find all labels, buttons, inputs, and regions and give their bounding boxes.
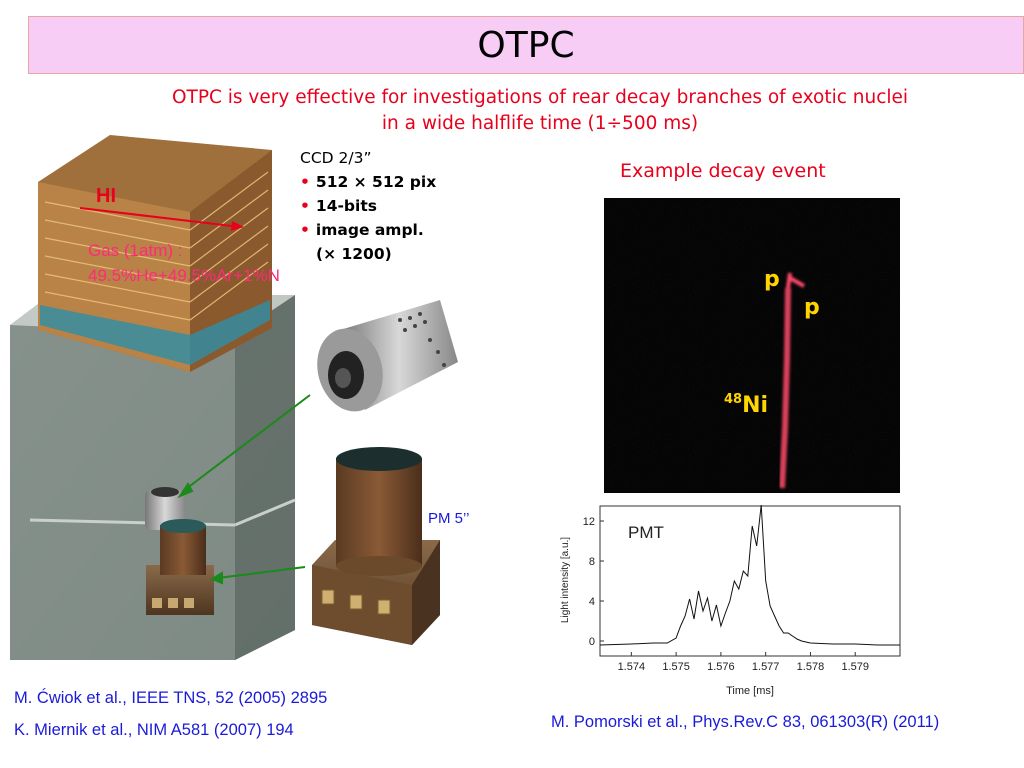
y-tick-label: 8 <box>589 556 595 568</box>
x-tick-label: 1.574 <box>618 661 646 673</box>
x-tick-label: 1.576 <box>707 661 735 673</box>
pmt-chart: PMT 0 4 8 12 1.574 1.575 1.576 1.577 1.578 1.579… <box>560 504 901 697</box>
x-tick-label: 1.579 <box>841 661 869 673</box>
ni48-symbol: Ni <box>742 393 768 418</box>
title-bar: OTPC <box>28 16 1024 74</box>
ccd-bullet: • image ampl. <box>300 221 424 239</box>
x-tick-label: 1.575 <box>662 661 690 673</box>
x-tick-label: 1.577 <box>752 661 780 673</box>
x-axis-label: Time [ms] <box>726 685 774 697</box>
ccd-spec-list: CCD 2/3” • 512 × 512 pix • 14-bits • image … <box>300 146 436 266</box>
x-axis: 1.574 1.575 1.576 1.577 1.578 1.579 <box>618 652 869 673</box>
subtitle: OTPC is very effective for investigation… <box>80 85 1000 137</box>
x-tick-label: 1.578 <box>797 661 825 673</box>
ni48-mass-number: 48 <box>724 392 742 407</box>
y-axis: 0 4 8 12 <box>583 516 604 648</box>
page-title: OTPC <box>477 24 575 66</box>
green-arrows <box>177 394 311 585</box>
ccd-bullet-text: 14-bits <box>315 197 377 215</box>
proton-label-1: p <box>764 267 780 292</box>
ccd-bullet-continuation: (× 1200) <box>316 245 392 263</box>
y-tick-label: 12 <box>583 516 595 528</box>
ccd-bullet: • 512 × 512 pix <box>300 173 437 191</box>
subtitle-line-1: OTPC is very effective for investigation… <box>171 87 909 108</box>
example-decay-label: Example decay event <box>620 160 826 182</box>
ni48-label: 48Ni <box>724 392 768 418</box>
inner-photomultiplier <box>146 519 214 615</box>
reference-2: K. Miernik et al., NIM A581 (2007) 194 <box>14 721 294 739</box>
decay-event-image: p p 48Ni <box>604 198 900 493</box>
subtitle-line-2: in a wide halflife time (1÷500 ms) <box>381 113 699 134</box>
chart-plot-frame <box>599 505 901 657</box>
gas-label-line-1: Gas (1atm) : <box>88 241 182 260</box>
ccd-heading: CCD 2/3” <box>300 149 372 167</box>
tpc-chamber <box>38 135 272 372</box>
pmt-series-line <box>599 504 900 646</box>
gas-label-line-2: 49.5%He+49.5%Ar+1%N <box>88 266 280 285</box>
otpc-apparatus-illustration: HI Gas (1atm) : 49.5%He+49.5%Ar+1%N <box>10 135 458 660</box>
external-photomultiplier <box>312 447 440 645</box>
reference-1: M. Ćwiok et al., IEEE TNS, 52 (2005) 289… <box>14 689 328 707</box>
external-ccd-camera <box>317 300 458 412</box>
ccd-bullet-text: image ampl. <box>315 221 424 239</box>
y-axis-label: Light intensity [a.u.] <box>560 537 571 623</box>
y-tick-label: 0 <box>589 636 595 648</box>
pm-label: PM 5’’ <box>428 510 470 527</box>
ccd-bullet: • 14-bits <box>300 197 377 215</box>
y-tick-label: 4 <box>589 596 595 608</box>
hi-label: HI <box>96 185 116 207</box>
particle-tracks <box>779 272 805 489</box>
ccd-bullet-text: 512 × 512 pix <box>315 173 437 191</box>
reference-3: M. Pomorski et al., Phys.Rev.C 83, 06130… <box>551 713 940 731</box>
chart-title: PMT <box>628 523 664 542</box>
proton-label-2: p <box>804 295 820 320</box>
